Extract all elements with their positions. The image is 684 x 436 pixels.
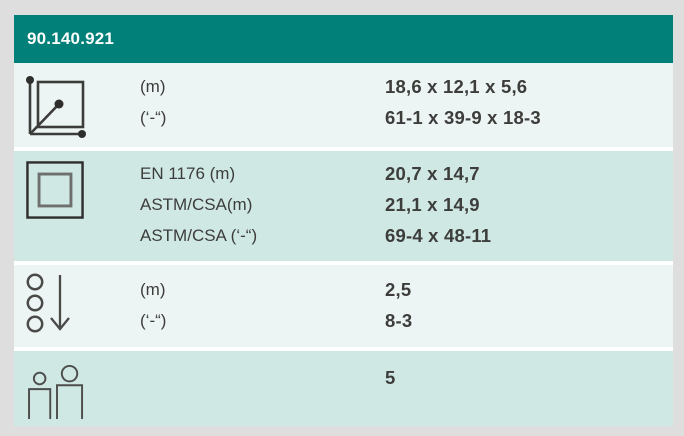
fall-height-imperial-value: 8-3: [385, 310, 413, 331]
spec-row-fall-height: (m) (‘-“) 2,5 8-3: [14, 265, 673, 347]
spec-row-age-capacity: 5: [14, 351, 673, 426]
safety-zone-astm-imperial-value: 69-4 x 48-11: [385, 225, 492, 246]
safety-zone-astm-metric-value: 21,1 x 14,9: [385, 194, 480, 215]
product-header: 90.140.921: [14, 15, 673, 63]
unit-label-imperial: (‘-“): [140, 311, 167, 330]
age-capacity-icon: [28, 365, 84, 419]
standard-label-astm-imperial: ASTM/CSA (‘-“): [140, 226, 258, 245]
age-capacity-icon-cell: [14, 351, 140, 426]
dimensions-icon-cell: [14, 63, 140, 147]
unit-label-metric: (m): [140, 77, 166, 96]
safety-zone-icon: [26, 161, 84, 219]
fall-height-metric-value: 2,5: [385, 279, 412, 300]
product-code: 90.140.921: [27, 29, 115, 48]
dimensions-icon: [26, 76, 86, 138]
safety-zone-icon-cell: [14, 151, 140, 261]
product-spec-card: 90.140.921 (m) (‘-“): [14, 15, 673, 426]
standard-label-en1176: EN 1176 (m): [140, 164, 236, 183]
spec-row-safety-zone: EN 1176 (m) ASTM/CSA(m) ASTM/CSA (‘-“) 2…: [14, 151, 673, 261]
capacity-value: 5: [385, 367, 396, 388]
dimensions-metric-value: 18,6 x 12,1 x 5,6: [385, 76, 528, 97]
unit-label-imperial: (‘-“): [140, 108, 167, 127]
fall-height-icon: [26, 273, 70, 333]
unit-label-metric: (m): [140, 280, 166, 299]
standard-label-astm-metric: ASTM/CSA(m): [140, 195, 253, 214]
spec-row-dimensions: (m) (‘-“) 18,6 x 12,1 x 5,6 61-1 x 39-9 …: [14, 63, 673, 147]
fall-height-icon-cell: [14, 265, 140, 347]
safety-zone-en1176-value: 20,7 x 14,7: [385, 163, 480, 184]
dimensions-imperial-value: 61-1 x 39-9 x 18-3: [385, 107, 541, 128]
